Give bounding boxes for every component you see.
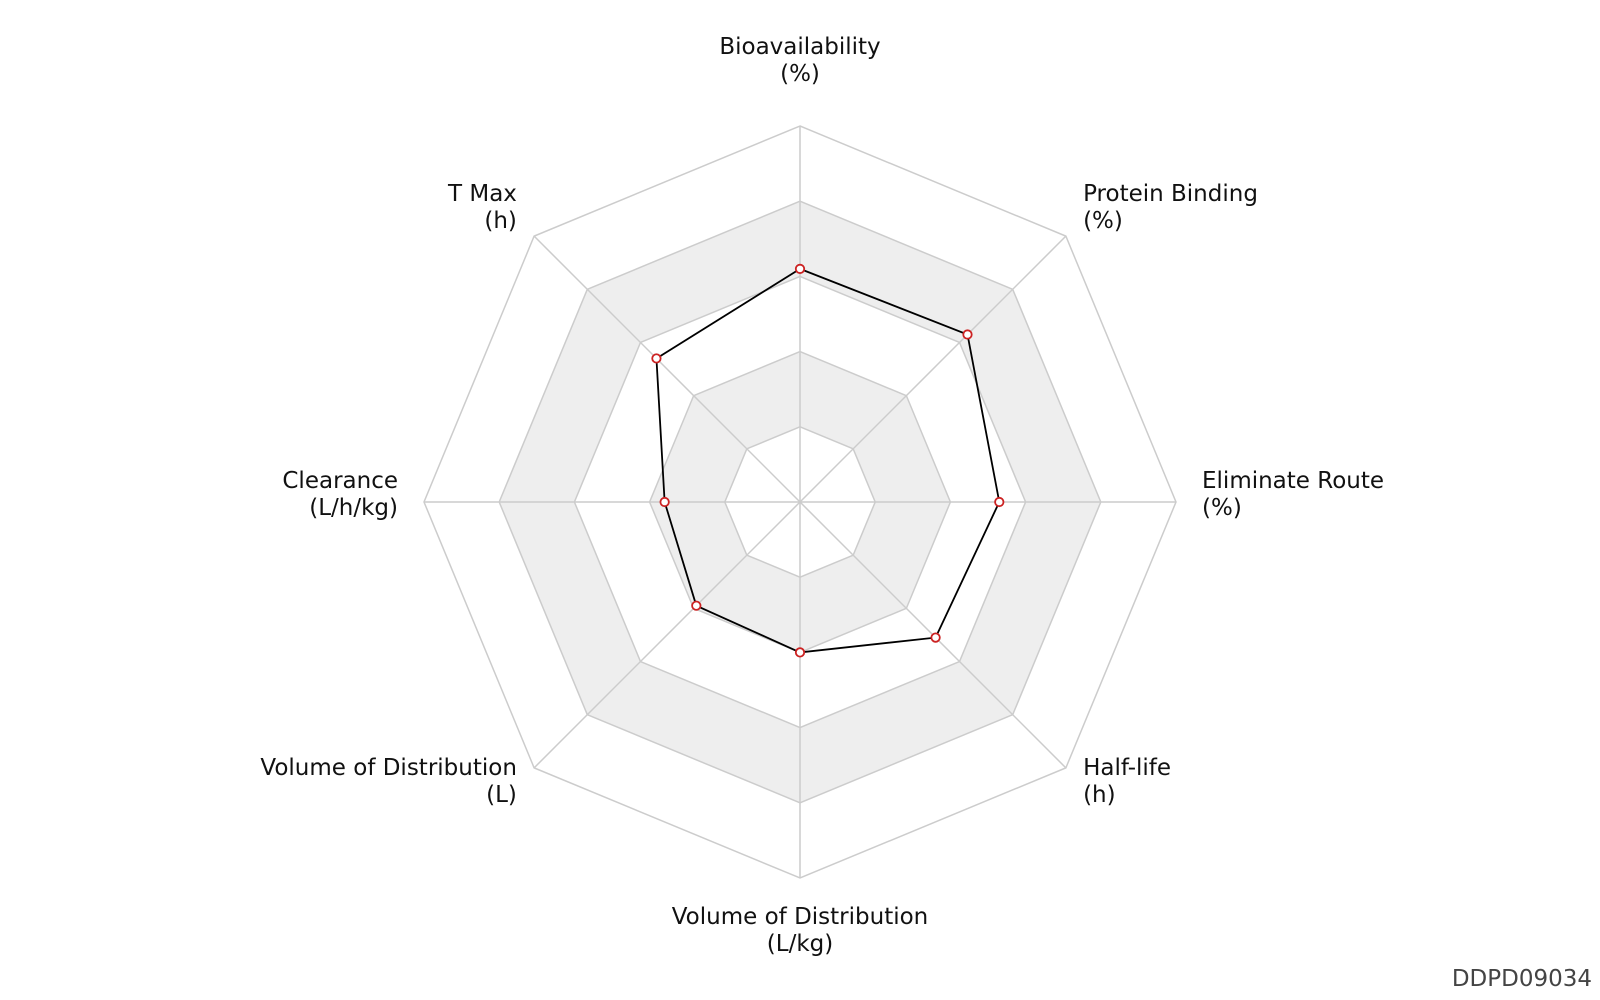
axis-label-name: Volume of Distribution: [260, 755, 517, 781]
radar-point: [794, 263, 806, 274]
radar-point: [994, 496, 1005, 508]
axis-label-name: T Max: [447, 181, 517, 207]
axis-label-unit: (%): [1202, 495, 1242, 521]
axis-label-name: Eliminate Route: [1202, 468, 1384, 494]
radar-spoke: [533, 235, 801, 503]
radar-spoke: [799, 235, 1067, 503]
radar-spoke: [533, 501, 801, 769]
axis-label-unit: (h): [1083, 782, 1116, 808]
radar-point: [930, 632, 941, 643]
axis-label-unit: (L/kg): [767, 931, 833, 957]
radar-point: [659, 496, 670, 508]
axis-label-unit: (L): [486, 782, 517, 808]
axis-label-name: Protein Binding: [1083, 181, 1258, 207]
radar-axis-labels: Bioavailability(%)Protein Binding(%)Elim…: [260, 34, 1384, 957]
radar-point: [691, 600, 702, 611]
figure-id: DDPD09034: [1451, 966, 1592, 992]
axis-label-unit: (%): [780, 61, 820, 87]
radar-point: [651, 353, 662, 364]
axis-label-name: Bioavailability: [719, 34, 880, 60]
radar-point: [794, 647, 806, 658]
axis-label-name: Volume of Distribution: [672, 904, 929, 930]
axis-label-name: Clearance: [282, 468, 398, 494]
axis-label-name: Half-life: [1083, 755, 1171, 781]
axis-label-unit: (%): [1083, 208, 1123, 234]
axis-label-unit: (h): [484, 208, 517, 234]
radar-series: [651, 263, 1005, 658]
radar-point: [962, 329, 973, 340]
axis-label-unit: (L/h/kg): [309, 495, 398, 521]
radar-spokes: [424, 126, 1176, 878]
